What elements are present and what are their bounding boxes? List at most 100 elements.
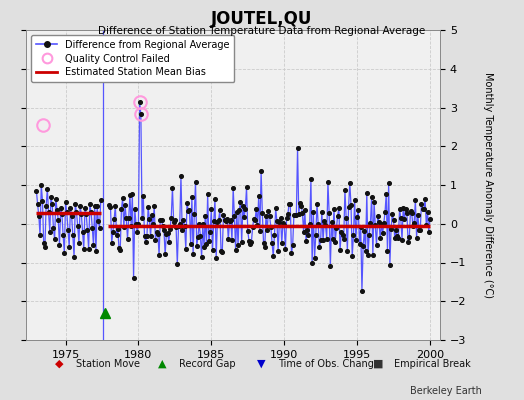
Point — [125, 215, 133, 222]
Point — [341, 187, 349, 193]
Point — [109, 229, 117, 235]
Point — [58, 211, 66, 217]
Point — [312, 232, 320, 238]
Point — [159, 222, 167, 229]
Point — [236, 199, 245, 206]
Point — [221, 216, 229, 223]
Point — [240, 214, 248, 220]
Point — [88, 224, 96, 231]
Point — [43, 186, 51, 192]
Point — [271, 205, 280, 212]
Point — [398, 236, 406, 243]
Text: ▲: ▲ — [158, 359, 167, 369]
Point — [132, 221, 140, 227]
Point — [408, 210, 416, 216]
Point — [390, 235, 399, 242]
Point — [61, 199, 70, 206]
Point — [189, 251, 198, 257]
Point — [56, 242, 64, 248]
Point — [84, 246, 93, 252]
Point — [34, 201, 42, 208]
Point — [248, 224, 257, 230]
Point — [83, 226, 92, 233]
Point — [148, 212, 156, 218]
Point — [138, 215, 146, 222]
Point — [127, 223, 135, 230]
Point — [57, 205, 65, 212]
Point — [369, 252, 377, 258]
Point — [118, 195, 127, 202]
Point — [259, 240, 268, 246]
Point — [42, 203, 50, 210]
Point — [167, 214, 176, 221]
Point — [80, 246, 88, 252]
Point — [257, 168, 265, 174]
Point — [203, 191, 212, 198]
Point — [322, 236, 331, 242]
Point — [87, 209, 95, 215]
Point — [144, 204, 152, 210]
Point — [107, 239, 116, 246]
Point — [340, 236, 348, 242]
Point — [60, 250, 69, 256]
Point — [274, 248, 282, 254]
Point — [217, 248, 225, 254]
Point — [211, 196, 219, 202]
Point — [260, 244, 269, 250]
Point — [362, 248, 370, 254]
Point — [321, 222, 330, 228]
Point — [335, 205, 343, 212]
Point — [355, 241, 364, 248]
Point — [89, 242, 97, 248]
Point — [128, 191, 137, 197]
Point — [233, 209, 241, 216]
Point — [397, 215, 405, 222]
Point — [289, 241, 297, 248]
Point — [234, 242, 242, 248]
Point — [399, 204, 408, 211]
Point — [110, 216, 118, 222]
Point — [202, 241, 211, 248]
Point — [137, 111, 145, 118]
Point — [415, 226, 423, 233]
Point — [324, 179, 332, 186]
Point — [308, 260, 316, 266]
Point — [388, 211, 397, 217]
Point — [405, 234, 413, 240]
Point — [377, 221, 386, 228]
Point — [59, 232, 67, 238]
Point — [402, 210, 411, 216]
Point — [165, 239, 173, 245]
Text: Difference of Station Temperature Data from Regional Average: Difference of Station Temperature Data f… — [99, 26, 425, 36]
Point — [298, 209, 307, 216]
Point — [376, 234, 384, 241]
Point — [307, 176, 315, 182]
Point — [331, 238, 340, 245]
Point — [214, 217, 223, 224]
Text: Station Move: Station Move — [77, 359, 140, 369]
Point — [353, 214, 361, 220]
Text: Time of Obs. Change: Time of Obs. Change — [278, 359, 380, 369]
Point — [184, 207, 192, 214]
Point — [352, 237, 360, 243]
Point — [115, 245, 123, 251]
Point — [145, 216, 154, 222]
Point — [251, 217, 259, 223]
Point — [146, 233, 155, 240]
Point — [386, 262, 394, 268]
Point — [105, 202, 114, 208]
Point — [383, 248, 391, 254]
Point — [76, 203, 84, 210]
Point — [62, 209, 71, 215]
Point — [151, 237, 160, 243]
Point — [185, 206, 194, 213]
Point — [293, 145, 302, 151]
Point — [292, 212, 301, 218]
Point — [349, 232, 357, 239]
Point — [424, 229, 433, 235]
Point — [172, 224, 180, 230]
Point — [275, 219, 283, 225]
Point — [344, 204, 353, 210]
Point — [336, 247, 344, 253]
Point — [85, 201, 94, 208]
